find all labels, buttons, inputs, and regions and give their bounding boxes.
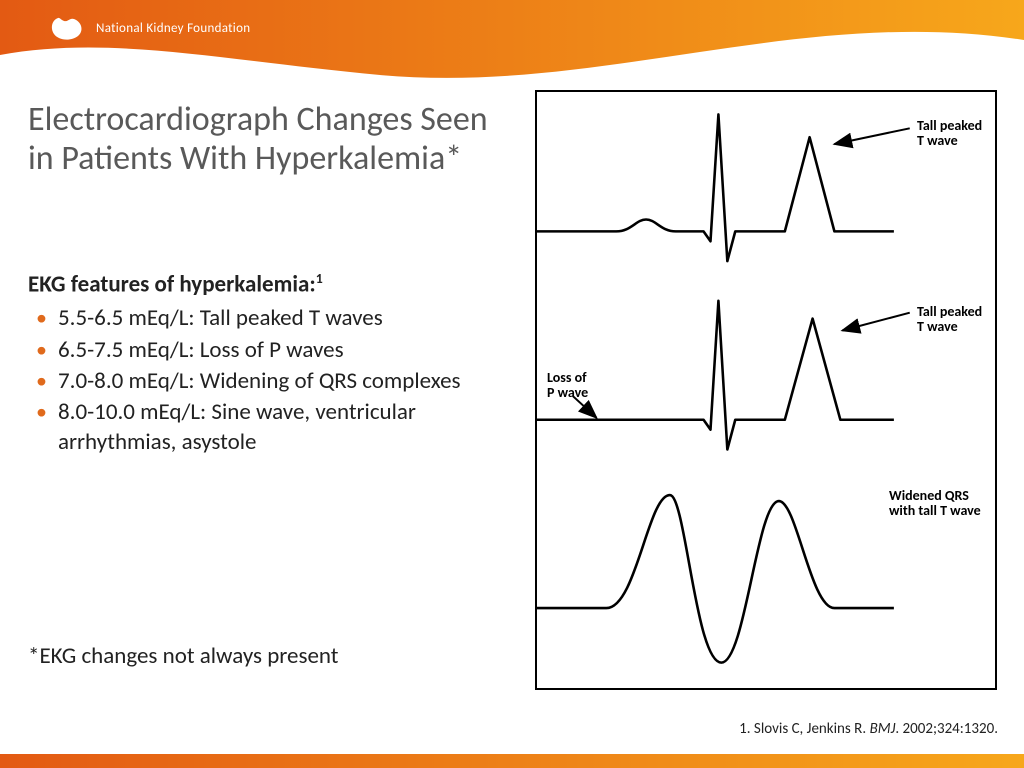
- feature-item: 5.5-6.5 mEq/L: Tall peaked T waves: [28, 304, 508, 333]
- diagram-label: Tall peakedT wave: [917, 118, 982, 149]
- features-heading-sup: 1: [316, 270, 323, 287]
- trace-2-loss-of-p: [537, 301, 894, 450]
- ekg-diagram: Tall peakedT wave Tall peakedT wave Loss o…: [535, 90, 997, 690]
- citation: 1. Slovis C, Jenkins R. BMJ. 2002;324:13…: [739, 720, 998, 738]
- feature-item: 8.0-10.0 mEq/L: Sine wave, ventricular a…: [28, 398, 508, 457]
- ekg-svg: [537, 92, 995, 688]
- feature-item: 7.0-8.0 mEq/L: Widening of QRS complexes: [28, 367, 508, 396]
- slide-title: Electrocardiograph Changes Seen in Patie…: [28, 100, 498, 178]
- diagram-arrow: [842, 313, 909, 331]
- features-heading: EKG features of hyperkalemia:1: [28, 270, 508, 300]
- features-block: EKG features of hyperkalemia:1 5.5-6.5 m…: [28, 270, 508, 459]
- features-list: 5.5-6.5 mEq/L: Tall peaked T waves 6.5-7.…: [28, 304, 508, 457]
- citation-journal: BMJ: [870, 720, 896, 738]
- feature-item: 6.5-7.5 mEq/L: Loss of P waves: [28, 336, 508, 365]
- citation-prefix: 1. Slovis C, Jenkins R.: [739, 720, 869, 738]
- trace-1-tall-peaked-t: [537, 114, 894, 261]
- kidney-logo-icon: [50, 14, 84, 42]
- footer-bar: [0, 754, 1024, 768]
- diagram-label: Widened QRSwith tall T wave: [889, 488, 981, 519]
- citation-suffix: . 2002;324:1320.: [895, 720, 998, 738]
- diagram-arrow: [834, 128, 909, 144]
- trace-3-widened-qrs: [537, 495, 894, 663]
- diagram-label: Tall peakedT wave: [917, 304, 982, 335]
- org-brand: National Kidney Foundation: [50, 14, 250, 42]
- diagram-label: Loss ofP wave: [547, 370, 588, 401]
- org-name: National Kidney Foundation: [96, 21, 250, 36]
- features-heading-text: EKG features of hyperkalemia:: [28, 271, 316, 299]
- footnote-asterisk: *EKG changes not always present: [28, 642, 338, 670]
